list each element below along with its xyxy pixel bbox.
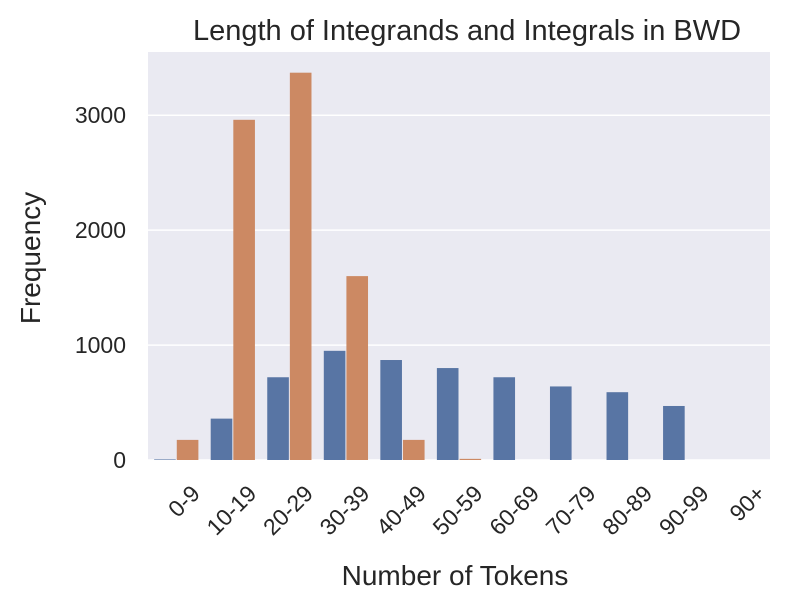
x-tick-label: 90-99 (654, 480, 714, 540)
bar-series2-40-49 (402, 439, 425, 460)
x-tick-label: 60-69 (484, 480, 544, 540)
x-tick-labels: 0-910-1920-2930-3940-4950-5960-6970-7980… (163, 480, 770, 540)
bar-series1-0-9 (154, 459, 176, 460)
x-axis-label: Number of Tokens (342, 560, 569, 591)
x-tick-label: 30-39 (314, 480, 374, 540)
y-tick-label: 0 (113, 447, 126, 473)
bar-series1-90-99 (663, 405, 685, 460)
x-tick-label: 50-59 (428, 480, 488, 540)
y-tick-label: 2000 (75, 217, 126, 243)
bar-series2-20-29 (289, 72, 312, 461)
bar-series1-20-29 (267, 377, 289, 460)
y-tick-label: 1000 (75, 332, 126, 358)
y-axis-label: Frequency (15, 192, 46, 324)
bar-series2-50-59 (459, 458, 482, 460)
x-tick-label: 20-29 (258, 480, 318, 540)
x-tick-label: 90+ (724, 480, 770, 526)
bar-series2-10-19 (233, 119, 255, 461)
x-tick-label: 0-9 (163, 480, 205, 522)
bar-series1-50-59 (436, 368, 459, 460)
bar-series1-70-79 (549, 386, 572, 460)
x-tick-label: 80-89 (597, 480, 657, 540)
bar-series2-0-9 (176, 439, 199, 460)
bar-series1-30-39 (323, 350, 346, 460)
bar-series1-80-89 (606, 392, 629, 460)
x-tick-label: 70-79 (541, 480, 601, 540)
bars (154, 72, 685, 461)
bar-series1-60-69 (493, 377, 516, 460)
y-tick-labels: 0 1000 2000 3000 (75, 102, 126, 473)
bar-series1-40-49 (380, 360, 402, 460)
bar-series2-30-39 (346, 276, 369, 460)
x-tick-label: 10-19 (201, 480, 261, 540)
chart-title: Length of Integrands and Integrals in BW… (193, 15, 741, 47)
y-tick-label: 3000 (75, 102, 126, 128)
x-tick-label: 40-49 (371, 480, 431, 540)
bar-series1-10-19 (210, 418, 233, 460)
